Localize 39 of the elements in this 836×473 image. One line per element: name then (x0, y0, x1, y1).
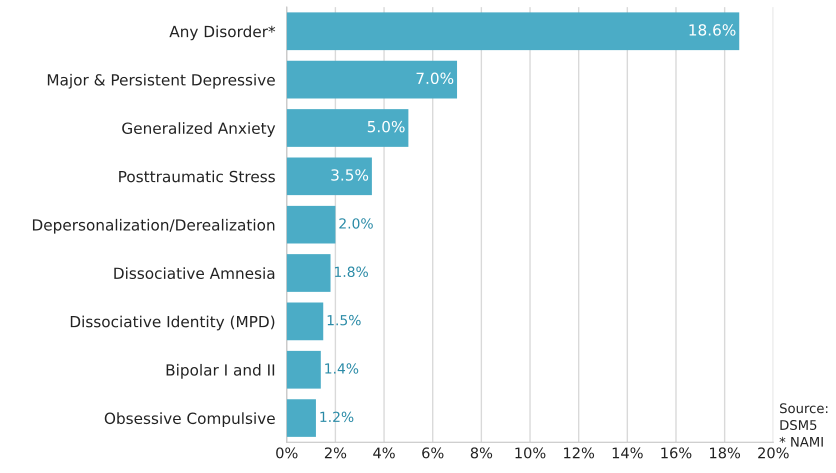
y-tick-label: Obsessive Compulsive (104, 412, 275, 428)
bar (286, 254, 331, 292)
x-tick-label: 14% (612, 447, 643, 458)
data-label: 5.0% (368, 120, 405, 132)
x-tick-label: 2% (324, 447, 346, 458)
x-tick-label: 16% (661, 447, 692, 458)
y-tick-label: Dissociative Identity (MPD) (70, 316, 274, 330)
y-tick-label: Bipolar I and II (166, 364, 274, 379)
y-tick-label: Dissociative Amnesia (114, 267, 274, 280)
y-tick-label: Any Disorder* (169, 25, 276, 40)
x-tick-label: 12% (564, 447, 594, 458)
bar (286, 109, 408, 147)
data-label: 2.0% (339, 218, 373, 229)
data-label: 18.6% (689, 24, 736, 36)
bar (286, 206, 336, 244)
y-tick-label: Depersonalization/Derealization (32, 218, 274, 234)
data-label: 1.2% (320, 412, 354, 422)
x-tick-label: 8% (470, 447, 492, 458)
data-label: 1.8% (334, 266, 368, 278)
x-tick-label: 0% (276, 447, 298, 458)
data-label: 1.4% (325, 363, 358, 374)
y-tick-label: Major & Persistent Depressive (48, 74, 275, 89)
bar (286, 60, 458, 98)
y-tick-label: Posttraumatic Stress (119, 170, 275, 182)
bar (286, 12, 740, 50)
data-label: 3.5% (331, 169, 368, 181)
source-note: Source: DSM5 * NAMI (780, 403, 828, 447)
x-tick-label: 18% (710, 447, 740, 458)
bar (286, 399, 316, 437)
bar (286, 302, 324, 340)
y-tick-label: Generalized Anxiety (122, 122, 276, 137)
bar (286, 350, 321, 389)
x-tick-label: 4% (373, 447, 395, 458)
bar (286, 157, 372, 196)
x-tick-label: 6% (422, 447, 444, 458)
data-label: 1.5% (328, 314, 361, 326)
x-tick-label: 10% (515, 447, 546, 458)
x-tick-label: 20% (758, 447, 789, 458)
data-label: 7.0% (416, 72, 454, 84)
